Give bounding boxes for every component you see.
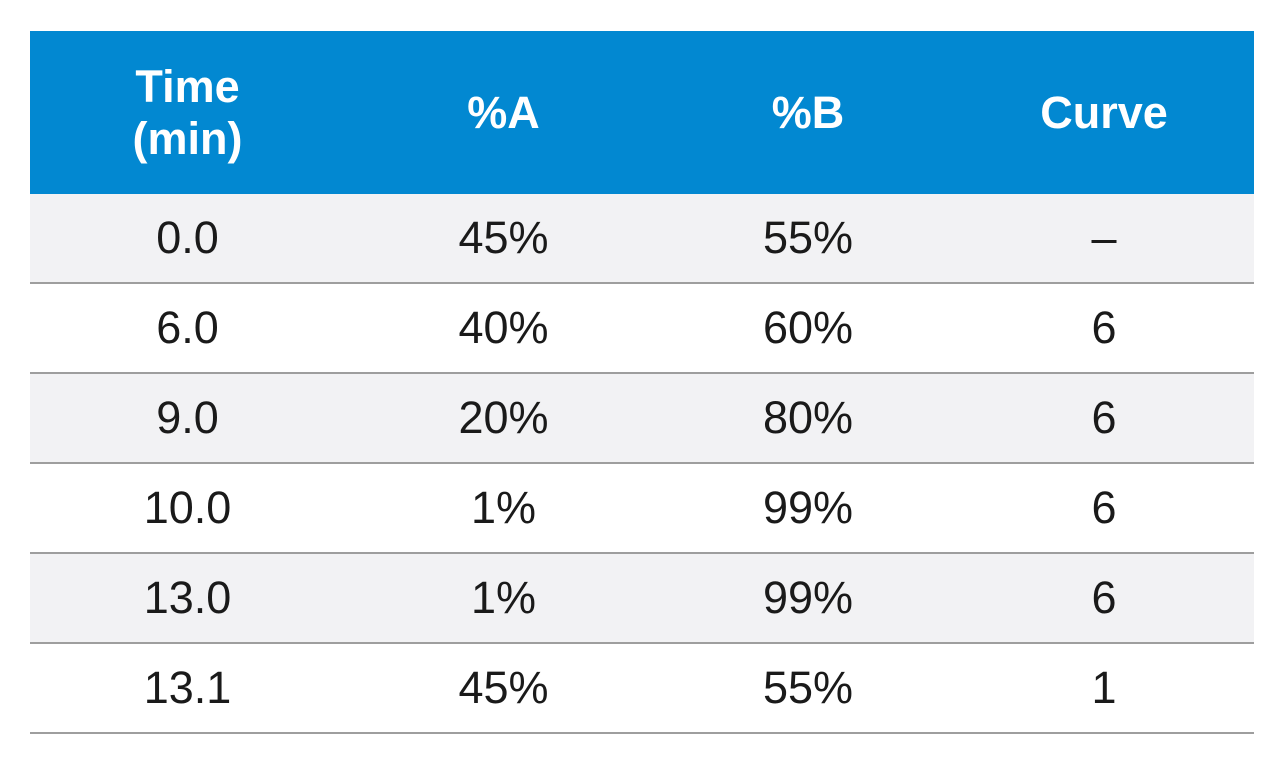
table-body: 0.0 45% 55% – 6.0 40% 60% 6 9.0 20% 80% …: [30, 194, 1254, 734]
cell-percent-a: 1%: [345, 553, 662, 644]
header-time-line1: Time: [135, 60, 240, 112]
cell-curve: 6: [954, 373, 1254, 464]
gradient-table-container: Time (min) %A %B Curve 0.0 45% 55% – 6.0…: [30, 31, 1254, 734]
cell-percent-b: 99%: [662, 463, 954, 554]
cell-percent-a: 45%: [345, 194, 662, 284]
cell-curve: –: [954, 194, 1254, 284]
table-row: 13.1 45% 55% 1: [30, 643, 1254, 734]
cell-curve: 1: [954, 643, 1254, 734]
cell-curve: 6: [954, 463, 1254, 554]
cell-time: 13.1: [30, 643, 345, 734]
header-curve: Curve: [1040, 86, 1168, 138]
cell-percent-b: 55%: [662, 643, 954, 734]
table-row: 10.0 1% 99% 6: [30, 463, 1254, 554]
cell-time: 13.0: [30, 553, 345, 644]
header-time: Time (min): [30, 31, 345, 194]
gradient-table: Time (min) %A %B Curve 0.0 45% 55% – 6.0…: [30, 31, 1254, 734]
cell-time: 9.0: [30, 373, 345, 464]
table-header: Time (min) %A %B Curve: [30, 31, 1254, 194]
cell-curve: 6: [954, 283, 1254, 374]
cell-percent-b: 55%: [662, 194, 954, 284]
table-row: 9.0 20% 80% 6: [30, 373, 1254, 464]
table-row: 0.0 45% 55% –: [30, 194, 1254, 284]
cell-curve: 6: [954, 553, 1254, 644]
table-row: 6.0 40% 60% 6: [30, 283, 1254, 374]
cell-percent-a: 1%: [345, 463, 662, 554]
header-row: Time (min) %A %B Curve: [30, 31, 1254, 194]
cell-time: 10.0: [30, 463, 345, 554]
cell-percent-b: 99%: [662, 553, 954, 644]
header-percent-a: %A: [467, 86, 540, 138]
header-time-line2: (min): [132, 112, 243, 164]
cell-percent-a: 20%: [345, 373, 662, 464]
table-row: 13.0 1% 99% 6: [30, 553, 1254, 644]
cell-percent-a: 45%: [345, 643, 662, 734]
header-percent-b: %B: [771, 86, 845, 138]
cell-percent-b: 80%: [662, 373, 954, 464]
cell-percent-a: 40%: [345, 283, 662, 374]
cell-percent-b: 60%: [662, 283, 954, 374]
cell-time: 0.0: [30, 194, 345, 284]
cell-time: 6.0: [30, 283, 345, 374]
